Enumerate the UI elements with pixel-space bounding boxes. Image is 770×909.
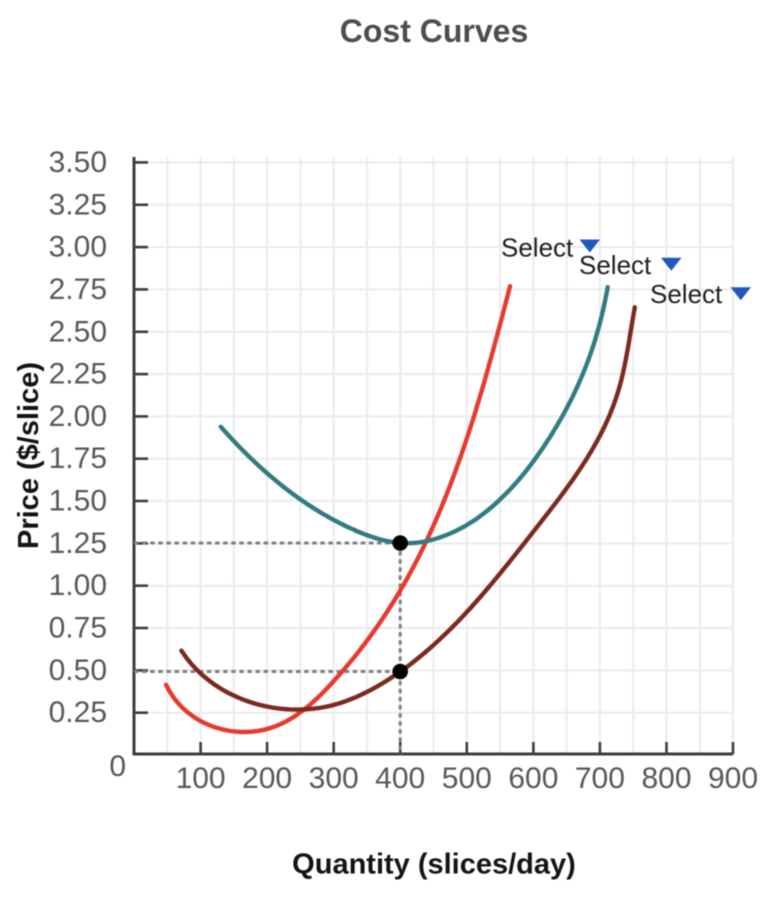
svg-text:400: 400 xyxy=(375,762,425,795)
svg-text:3.00: 3.00 xyxy=(49,231,107,264)
svg-text:1.00: 1.00 xyxy=(49,569,107,602)
svg-text:Select: Select xyxy=(650,279,723,309)
svg-text:2.50: 2.50 xyxy=(49,315,107,348)
svg-text:Quantity (slices/day): Quantity (slices/day) xyxy=(292,849,576,881)
svg-text:900: 900 xyxy=(708,762,758,795)
svg-text:2.25: 2.25 xyxy=(49,358,107,391)
svg-text:700: 700 xyxy=(575,762,625,795)
svg-text:2.75: 2.75 xyxy=(49,273,107,306)
svg-text:0: 0 xyxy=(109,750,126,783)
svg-text:500: 500 xyxy=(442,762,492,795)
svg-text:0.75: 0.75 xyxy=(49,612,107,645)
svg-text:0.50: 0.50 xyxy=(49,654,107,687)
svg-text:300: 300 xyxy=(309,762,359,795)
svg-text:600: 600 xyxy=(508,762,558,795)
svg-text:2.00: 2.00 xyxy=(49,400,107,433)
svg-text:1.50: 1.50 xyxy=(49,485,107,518)
svg-text:Select: Select xyxy=(579,250,652,280)
svg-text:Select: Select xyxy=(501,232,574,262)
svg-text:3.50: 3.50 xyxy=(49,146,107,179)
svg-text:3.25: 3.25 xyxy=(49,188,107,221)
svg-text:0.25: 0.25 xyxy=(49,696,107,729)
svg-text:Price ($/slice): Price ($/slice) xyxy=(13,362,45,549)
svg-text:1.25: 1.25 xyxy=(49,527,107,560)
svg-text:800: 800 xyxy=(641,762,691,795)
svg-text:200: 200 xyxy=(242,762,292,795)
svg-text:1.75: 1.75 xyxy=(49,442,107,475)
svg-text:Cost Curves: Cost Curves xyxy=(340,13,529,49)
svg-text:100: 100 xyxy=(176,762,226,795)
